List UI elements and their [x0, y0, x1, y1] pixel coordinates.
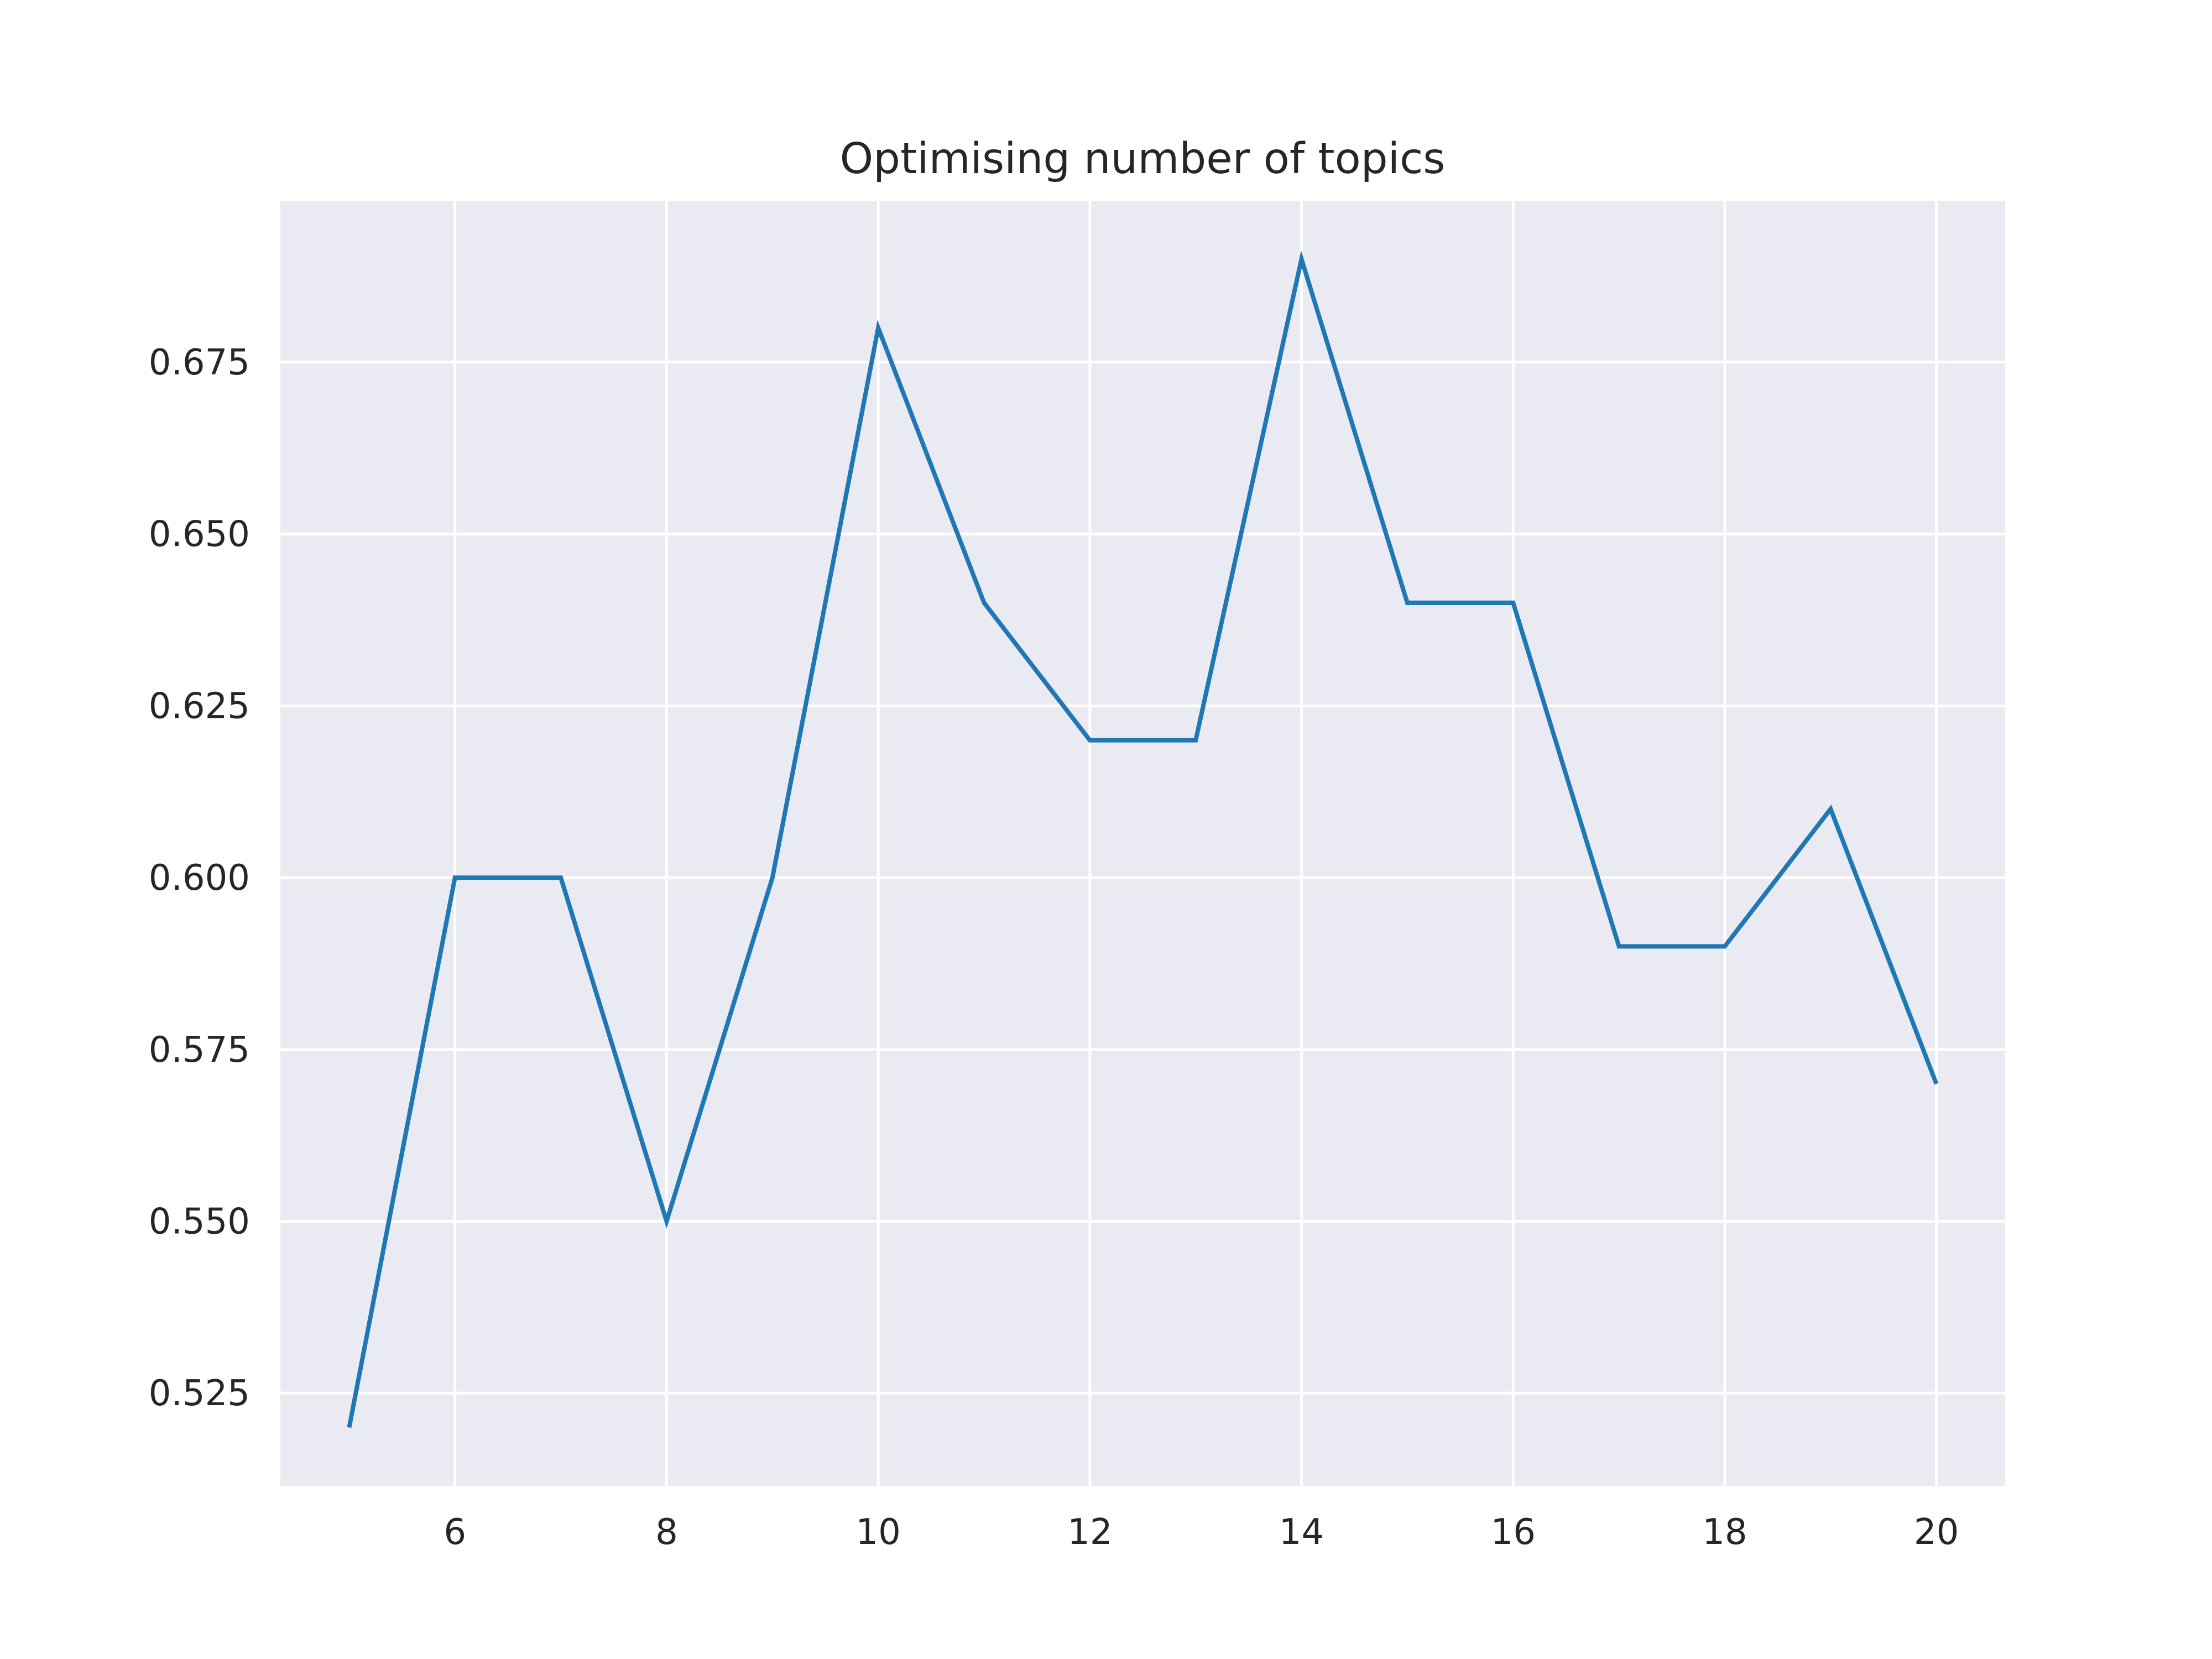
y-tick-label: 0.625 — [149, 686, 250, 727]
y-tick-label: 0.600 — [149, 858, 250, 899]
gridlines — [280, 201, 2005, 1486]
x-axis-ticks: 6 8 10 12 14 16 18 20 — [444, 1512, 1959, 1553]
y-tick-label: 0.550 — [149, 1202, 250, 1243]
y-tick-label: 0.575 — [149, 1030, 250, 1071]
x-tick-label: 8 — [655, 1512, 678, 1553]
y-tick-label: 0.675 — [149, 342, 250, 383]
x-tick-label: 20 — [1914, 1512, 1959, 1553]
x-tick-label: 6 — [444, 1512, 466, 1553]
x-tick-label: 12 — [1067, 1512, 1112, 1553]
x-tick-label: 14 — [1279, 1512, 1324, 1553]
x-tick-label: 18 — [1702, 1512, 1747, 1553]
y-axis-ticks: 0.525 0.550 0.575 0.600 0.625 0.650 0.675 — [149, 342, 250, 1414]
x-tick-label: 16 — [1491, 1512, 1536, 1553]
series-layer — [347, 250, 1939, 1428]
series-line — [347, 250, 1939, 1428]
chart-title: Optimising number of topics — [840, 134, 1446, 184]
x-tick-label: 10 — [855, 1512, 900, 1553]
plot-area — [280, 201, 2005, 1486]
y-tick-label: 0.525 — [149, 1373, 250, 1414]
y-tick-label: 0.650 — [149, 514, 250, 555]
